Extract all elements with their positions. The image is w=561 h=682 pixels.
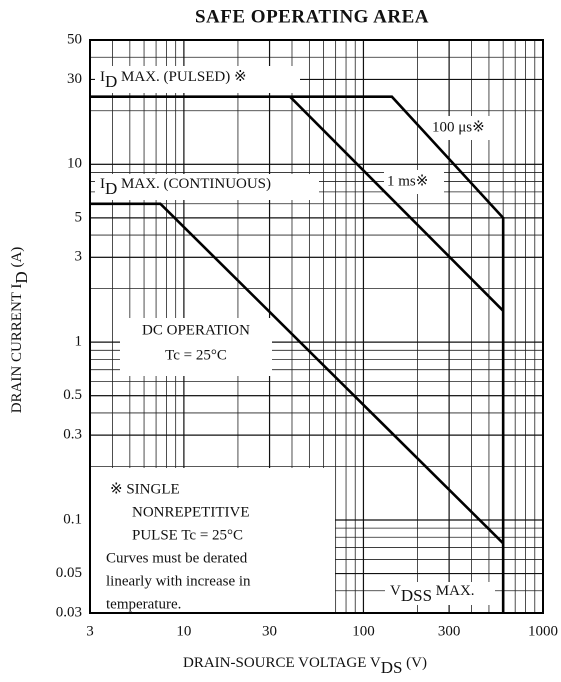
x-axis-label-rest: (V) (402, 655, 427, 671)
label-box (385, 582, 495, 605)
continuous-label-rest: MAX. (CONTINUOUS) (117, 176, 271, 192)
label-box (95, 174, 319, 200)
continuous-label: ID MAX. (CONTINUOUS) (100, 176, 271, 197)
y-tick-label: 30 (67, 71, 82, 87)
y-tick-label: 0.03 (56, 604, 82, 620)
x-axis-label-sub: DS (381, 658, 403, 677)
vdss-label-rest: MAX. (432, 583, 475, 599)
continuous-label-main: I (100, 176, 105, 192)
y-tick-label: 0.05 (56, 565, 82, 581)
label-box (95, 66, 300, 93)
y-axis-label: DRAIN CURRENT ID (A) (9, 247, 30, 414)
y-tick-label: 3 (75, 249, 83, 265)
label-box (90, 468, 335, 613)
pulsed-label-sub: D (105, 72, 117, 91)
note-line: ※ SINGLE (110, 481, 180, 497)
note-line: linearly with increase in (106, 573, 251, 589)
x-axis-label-main: DRAIN-SOURCE VOLTAGE V (183, 655, 381, 671)
pulsed-label-rest: MAX. (PULSED) ※ (117, 69, 246, 85)
curve (289, 95, 505, 312)
series-label: DC OPERATION (142, 322, 250, 338)
curve (90, 202, 505, 545)
pulsed-label-main: I (100, 69, 105, 85)
label-box (428, 116, 502, 140)
series-label: 100 μs※ (432, 119, 485, 135)
plot-frame (89, 39, 544, 614)
note-line: temperature. (106, 596, 181, 612)
y-axis-label-main: DRAIN CURRENT I (9, 284, 25, 414)
y-tick-label: 10 (67, 156, 82, 172)
y-axis-label-rest: (A) (9, 247, 25, 272)
y-tick-label: 50 (67, 31, 82, 47)
x-tick-label: 30 (262, 623, 277, 639)
x-tick-label: 100 (352, 623, 375, 639)
x-tick-label: 300 (438, 623, 461, 639)
note-line: Curves must be derated (106, 550, 248, 566)
y-tick-label: 1 (75, 334, 83, 350)
y-tick-label: 0.3 (63, 427, 82, 443)
y-axis-label-sub: D (12, 271, 31, 283)
curve (90, 95, 505, 613)
x-tick-label: 3 (86, 623, 94, 639)
x-tick-label: 10 (176, 623, 191, 639)
note-line: PULSE Tc = 25°C (132, 527, 243, 543)
x-axis-label: DRAIN-SOURCE VOLTAGE VDS (V) (183, 655, 427, 676)
y-tick-label: 0.1 (63, 511, 82, 527)
chart-title: SAFE OPERATING AREA (195, 6, 429, 27)
x-tick-label: 1000 (528, 623, 558, 639)
vdss-label-main: V (390, 583, 401, 599)
pulsed-label: ID MAX. (PULSED) ※ (100, 69, 247, 90)
label-box (120, 318, 272, 376)
note-line: NONREPETITIVE (132, 504, 249, 520)
dc-condition: Tc = 25°C (165, 347, 227, 363)
series-label: 1 ms※ (387, 173, 428, 189)
y-tick-label: 0.5 (63, 387, 82, 403)
y-tick-label: 5 (75, 209, 83, 225)
vdss-label-sub: DSS (401, 586, 432, 605)
label-box (384, 170, 444, 194)
continuous-label-sub: D (105, 179, 117, 198)
vdss-label: VDSS MAX. (390, 583, 475, 604)
